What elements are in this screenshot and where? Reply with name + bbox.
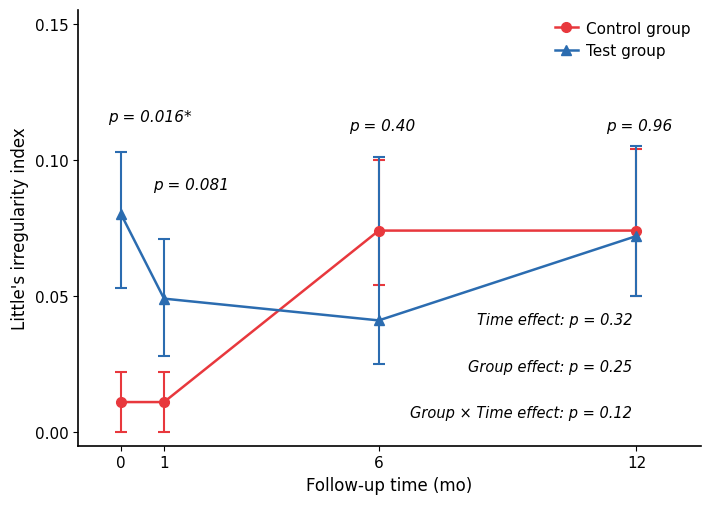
Text: p = 0.081: p = 0.081 — [153, 178, 229, 193]
X-axis label: Follow-up time (mo): Follow-up time (mo) — [306, 476, 473, 494]
Text: Time effect: p = 0.32: Time effect: p = 0.32 — [476, 313, 632, 328]
Legend: Control group, Test group: Control group, Test group — [549, 16, 696, 66]
Text: p = 0.96: p = 0.96 — [607, 118, 673, 133]
Y-axis label: Little's irregularity index: Little's irregularity index — [11, 127, 29, 330]
Text: p = 0.40: p = 0.40 — [349, 118, 415, 133]
Text: p = 0.016*: p = 0.016* — [108, 110, 192, 125]
Text: Group × Time effect: p = 0.12: Group × Time effect: p = 0.12 — [410, 405, 632, 420]
Text: Group effect: p = 0.25: Group effect: p = 0.25 — [468, 359, 632, 374]
